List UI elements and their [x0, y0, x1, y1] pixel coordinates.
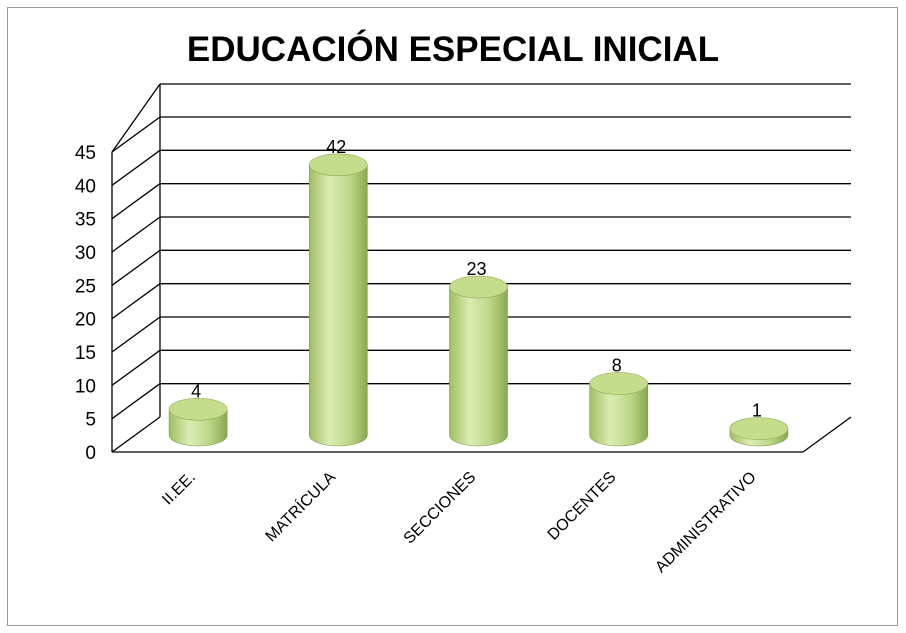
bar-body	[589, 383, 648, 447]
side-gridline	[111, 116, 161, 153]
bar-body	[449, 286, 508, 447]
side-gridline	[111, 316, 161, 353]
x-tick-label: MATRÍCULA	[261, 467, 339, 545]
floor-edge	[802, 416, 852, 453]
bar-top	[589, 372, 649, 395]
bars	[168, 153, 789, 447]
x-tick-label: SECCIONES	[401, 469, 480, 548]
bar-top	[729, 417, 789, 440]
data-label: 1	[752, 401, 762, 421]
bar-body	[309, 164, 368, 447]
bar-top	[449, 275, 508, 299]
y-tick-label: 25	[75, 276, 96, 297]
side-gridline	[111, 149, 161, 186]
x-tick-label: II.EE.	[159, 469, 199, 509]
data-label: 4	[191, 381, 201, 401]
bar	[308, 153, 368, 447]
data-label: 23	[466, 259, 486, 279]
bar	[449, 275, 508, 447]
y-tick-label: 45	[75, 143, 96, 164]
x-tick-label: DOCENTES	[545, 469, 620, 544]
y-tick-label: 0	[85, 443, 96, 464]
axes	[111, 84, 852, 453]
chart-title: EDUCACIÓN ESPECIAL INICIAL	[186, 30, 720, 69]
y-tick-label: 10	[75, 376, 96, 397]
data-label: 42	[326, 137, 346, 157]
bar	[729, 417, 789, 447]
labels: 0 5 10 15 20 25 30 35 40 45 4 II.EE. 42 MATRÍCULA 23 SE…	[75, 137, 762, 576]
y-tick-label: 5	[85, 410, 96, 431]
data-label: 8	[612, 356, 622, 376]
side-gridline	[111, 249, 161, 286]
bar-top	[168, 397, 228, 421]
x-tick-label: ADMINISTRATIVO	[652, 469, 759, 576]
side-gridline	[111, 283, 161, 320]
y-tick-label: 35	[75, 210, 96, 231]
y-tick-label: 30	[75, 243, 96, 264]
bar	[168, 397, 228, 447]
side-gridline	[111, 349, 161, 386]
side-gridline	[111, 416, 161, 453]
y-tick-label: 15	[75, 343, 96, 364]
y-tick-label: 20	[75, 310, 96, 331]
side-gridline	[111, 183, 161, 220]
side-gridline	[111, 83, 161, 153]
side-gridline	[111, 216, 161, 253]
bar	[589, 372, 649, 447]
side-gridline	[111, 383, 161, 420]
bar-top	[308, 153, 368, 177]
y-tick-label: 40	[75, 176, 96, 197]
